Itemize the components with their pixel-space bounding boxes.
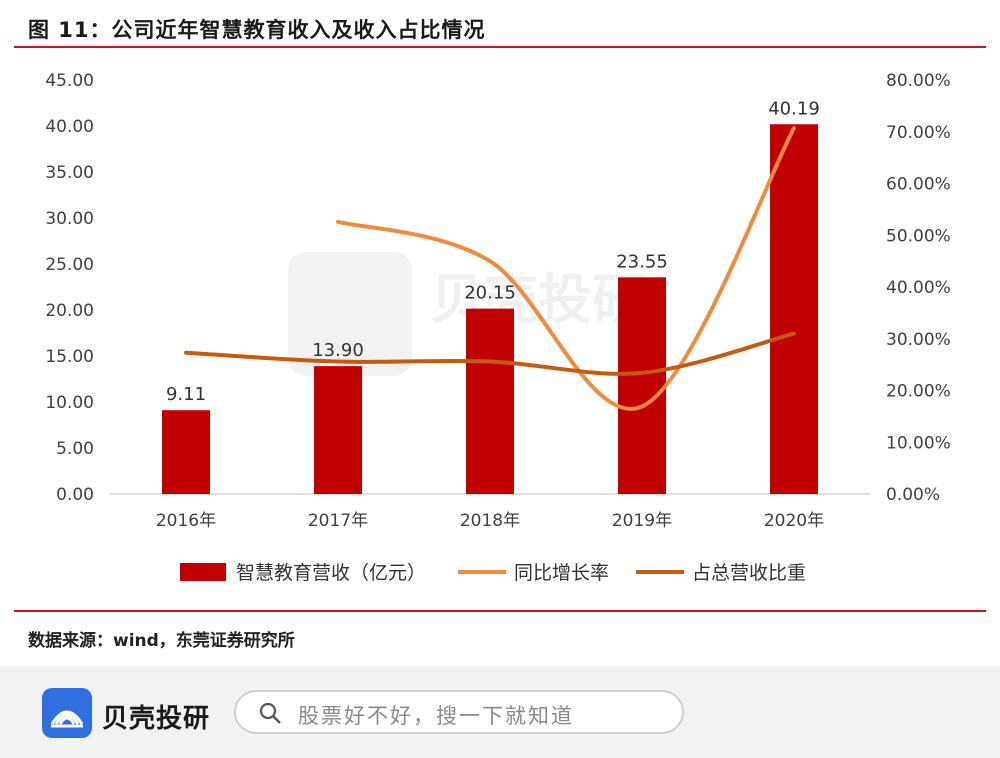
right-tick-label: 0.00% <box>886 485 940 505</box>
legend-label-growth: 同比增长率 <box>514 562 609 584</box>
left-axis-ticks: 0.00 5.00 10.00 15.00 20.00 25.00 30.00 35.00 40… <box>45 71 94 505</box>
right-tick-label: 60.00% <box>886 175 951 195</box>
bar <box>466 308 514 494</box>
left-tick-label: 15.00 <box>45 347 94 367</box>
x-tick-label: 2018年 <box>460 511 520 531</box>
shell-logo-icon[interactable] <box>42 688 92 738</box>
bar-value-label: 9.11 <box>166 384 206 405</box>
lines <box>184 126 796 411</box>
bar <box>770 124 818 494</box>
x-tick-label: 2019年 <box>612 511 672 531</box>
left-tick-label: 35.00 <box>45 163 94 183</box>
x-tick-label: 2020年 <box>764 511 824 531</box>
x-axis-ticks: 2016年 2017年 2018年 2019年 2020年 <box>156 511 824 531</box>
source-note: 数据来源：wind，东莞证券研究所 <box>28 631 295 651</box>
growth-rate-line <box>336 126 796 411</box>
watermark-text: 贝壳投研 <box>430 268 646 331</box>
bar-labels: 9.11 13.90 20.15 23.55 40.19 <box>166 98 820 405</box>
chart: 贝壳投研 0.00 5.00 10.00 15.00 20.00 25.00 30.00 35… <box>45 71 951 584</box>
left-tick-label: 10.00 <box>45 393 94 413</box>
bar-value-label: 40.19 <box>768 98 820 119</box>
legend-swatch-revenue <box>180 563 226 581</box>
right-tick-label: 40.00% <box>886 278 951 298</box>
bars <box>162 124 818 494</box>
right-tick-label: 80.00% <box>886 71 951 91</box>
bar-value-label: 23.55 <box>616 251 668 272</box>
legend-label-revenue: 智慧教育营收（亿元） <box>236 562 426 584</box>
bar-value-label: 20.15 <box>464 283 516 304</box>
figure-title: 图 11：公司近年智慧教育收入及收入占比情况 <box>28 18 486 42</box>
watermark: 贝壳投研 <box>288 252 646 376</box>
footer-brand[interactable]: 贝壳投研 <box>102 704 211 734</box>
bar <box>162 410 210 494</box>
right-tick-label: 20.00% <box>886 382 951 402</box>
right-tick-label: 30.00% <box>886 330 951 350</box>
bottom-rule <box>14 610 986 612</box>
x-tick-label: 2016年 <box>156 511 216 531</box>
left-tick-label: 20.00 <box>45 301 94 321</box>
bar-value-label: 13.90 <box>312 340 364 361</box>
legend: 智慧教育营收（亿元） 同比增长率 占总营收比重 <box>180 562 806 584</box>
revenue-share-line <box>184 331 796 376</box>
legend-label-share: 占总营收比重 <box>692 562 806 584</box>
right-tick-label: 70.00% <box>886 123 951 143</box>
search-placeholder: 股票好不好，搜一下就知道 <box>298 704 574 728</box>
right-tick-label: 50.00% <box>886 226 951 246</box>
right-tick-label: 10.00% <box>886 433 951 453</box>
left-tick-label: 40.00 <box>45 117 94 137</box>
top-rule <box>14 46 986 48</box>
left-tick-label: 0.00 <box>56 485 94 505</box>
left-tick-label: 45.00 <box>45 71 94 91</box>
search-input[interactable]: 股票好不好，搜一下就知道 <box>234 690 684 734</box>
left-tick-label: 25.00 <box>45 255 94 275</box>
right-axis-ticks: 0.00% 10.00% 20.00% 30.00% 40.00% 50.00% 60.00… <box>886 71 951 505</box>
watermark-logo <box>288 252 412 376</box>
left-tick-label: 30.00 <box>45 209 94 229</box>
bar <box>314 366 362 494</box>
search-icon <box>259 702 281 724</box>
x-tick-label: 2017年 <box>308 511 368 531</box>
left-tick-label: 5.00 <box>56 439 94 459</box>
bar <box>618 277 666 494</box>
footer-bar: 贝壳投研 股票好不好，搜一下就知道 <box>0 666 1000 758</box>
